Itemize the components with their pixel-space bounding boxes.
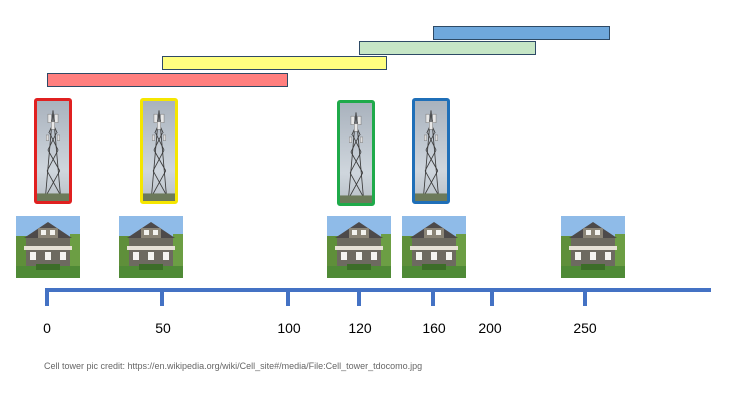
axis-tick <box>160 288 164 306</box>
axis-tick-label: 0 <box>43 320 51 336</box>
axis-tick <box>357 288 361 306</box>
cell-tower-red <box>34 98 72 204</box>
axis-tick-label: 200 <box>478 320 502 336</box>
axis-tick <box>431 288 435 306</box>
cell-tower-green <box>337 100 375 206</box>
cell-tower-yellow <box>140 98 178 204</box>
axis-tick <box>286 288 290 306</box>
house-image <box>119 216 183 278</box>
axis-tick <box>583 288 587 306</box>
axis-tick-label: 100 <box>277 320 301 336</box>
axis-tick <box>490 288 494 306</box>
axis-tick-label: 160 <box>422 320 446 336</box>
house-image <box>327 216 391 278</box>
axis-tick-label: 50 <box>155 320 171 336</box>
house-image <box>561 216 625 278</box>
axis-tick <box>45 288 49 306</box>
axis-line <box>46 288 711 292</box>
cell-tower-blue <box>412 98 450 204</box>
coverage-bar-yellow <box>162 56 387 70</box>
image-credit: Cell tower pic credit: https://en.wikipe… <box>44 361 423 371</box>
coverage-bar-green <box>359 41 536 55</box>
axis-tick-label: 250 <box>573 320 597 336</box>
house-image <box>16 216 80 278</box>
axis-tick-label: 120 <box>348 320 372 336</box>
coverage-bar-red <box>47 73 288 87</box>
coverage-bar-blue <box>433 26 610 40</box>
house-image <box>402 216 466 278</box>
